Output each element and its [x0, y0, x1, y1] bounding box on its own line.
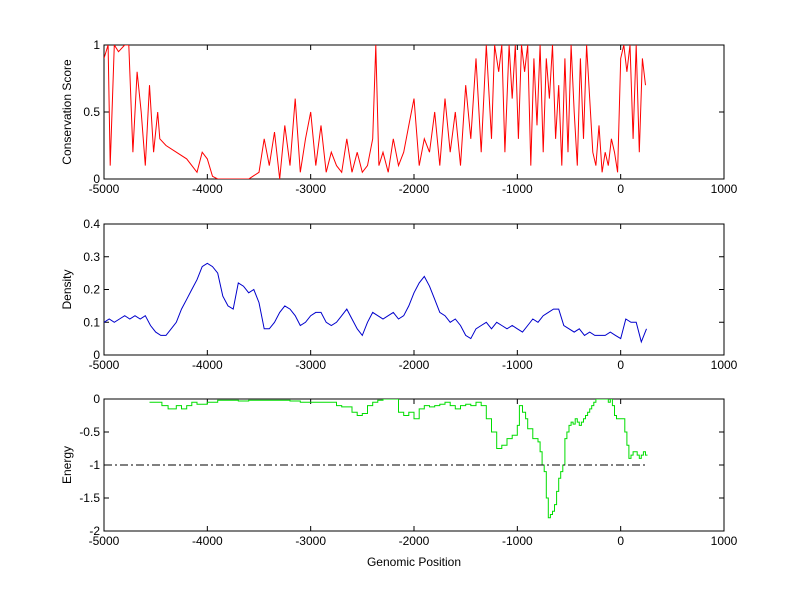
y-tick-label: 0.1 — [83, 315, 100, 329]
x-tick-label: -1000 — [502, 358, 533, 372]
y-tick-label: 0.4 — [83, 217, 100, 231]
y-tick-label: 1 — [93, 38, 100, 52]
x-tick-label: -5000 — [89, 182, 120, 196]
x-tick-label: -2000 — [399, 182, 430, 196]
x-tick-label: -3000 — [295, 182, 326, 196]
x-tick-label: 0 — [617, 358, 624, 372]
y-tick-label: -2 — [89, 524, 100, 538]
x-tick-label: 0 — [617, 182, 624, 196]
x-tick-label: -3000 — [295, 358, 326, 372]
x-tick-label: 1000 — [711, 534, 738, 548]
x-tick-label: 1000 — [711, 182, 738, 196]
series-line — [104, 262, 647, 344]
x-tick-label: -4000 — [192, 182, 223, 196]
x-tick-label: 1000 — [711, 358, 738, 372]
y-tick-label: 0 — [93, 172, 100, 186]
x-tick-label: -5000 — [89, 358, 120, 372]
series-line — [149, 399, 648, 519]
chart-panel-1: -5000 -4000 -3000 -2000 -1000 0 1000 0 0.5 1 Conse… — [60, 38, 738, 196]
x-tick-label: -1000 — [502, 534, 533, 548]
x-tick-label: -2000 — [399, 534, 430, 548]
y-tick-label: 0 — [93, 348, 100, 362]
chart-panel-2: -5000 -4000 -3000 -2000 -1000 0 1000 0 0.1 0.2 0.3… — [60, 217, 738, 372]
x-tick-label: 0 — [617, 534, 624, 548]
axes-box — [103, 223, 725, 356]
x-tick-label: -2000 — [399, 358, 430, 372]
y-tick-label: 0.2 — [83, 283, 100, 297]
x-tick-label: -1000 — [502, 182, 533, 196]
y-tick-label: 0 — [93, 392, 100, 406]
y-tick-label: -1.5 — [79, 491, 100, 505]
y-tick-label: -1 — [89, 458, 100, 472]
y-tick-label: 0.5 — [83, 105, 100, 119]
y-axis-label: Conservation Score — [60, 59, 74, 165]
x-tick-label: -5000 — [89, 534, 120, 548]
chart-panel-3: -5000 -4000 -3000 -2000 -1000 0 1000 -2 -1.5 -1 -0… — [60, 392, 738, 569]
y-tick-label: -0.5 — [79, 425, 100, 439]
x-tick-label: -3000 — [295, 534, 326, 548]
y-tick-label: 0.3 — [83, 250, 100, 264]
y-axis-label: Density — [60, 269, 74, 309]
x-tick-label: -4000 — [192, 358, 223, 372]
x-tick-label: -4000 — [192, 534, 223, 548]
x-axis-label: Genomic Position — [367, 555, 461, 569]
series-line — [104, 45, 646, 179]
y-axis-label: Energy — [60, 446, 74, 484]
